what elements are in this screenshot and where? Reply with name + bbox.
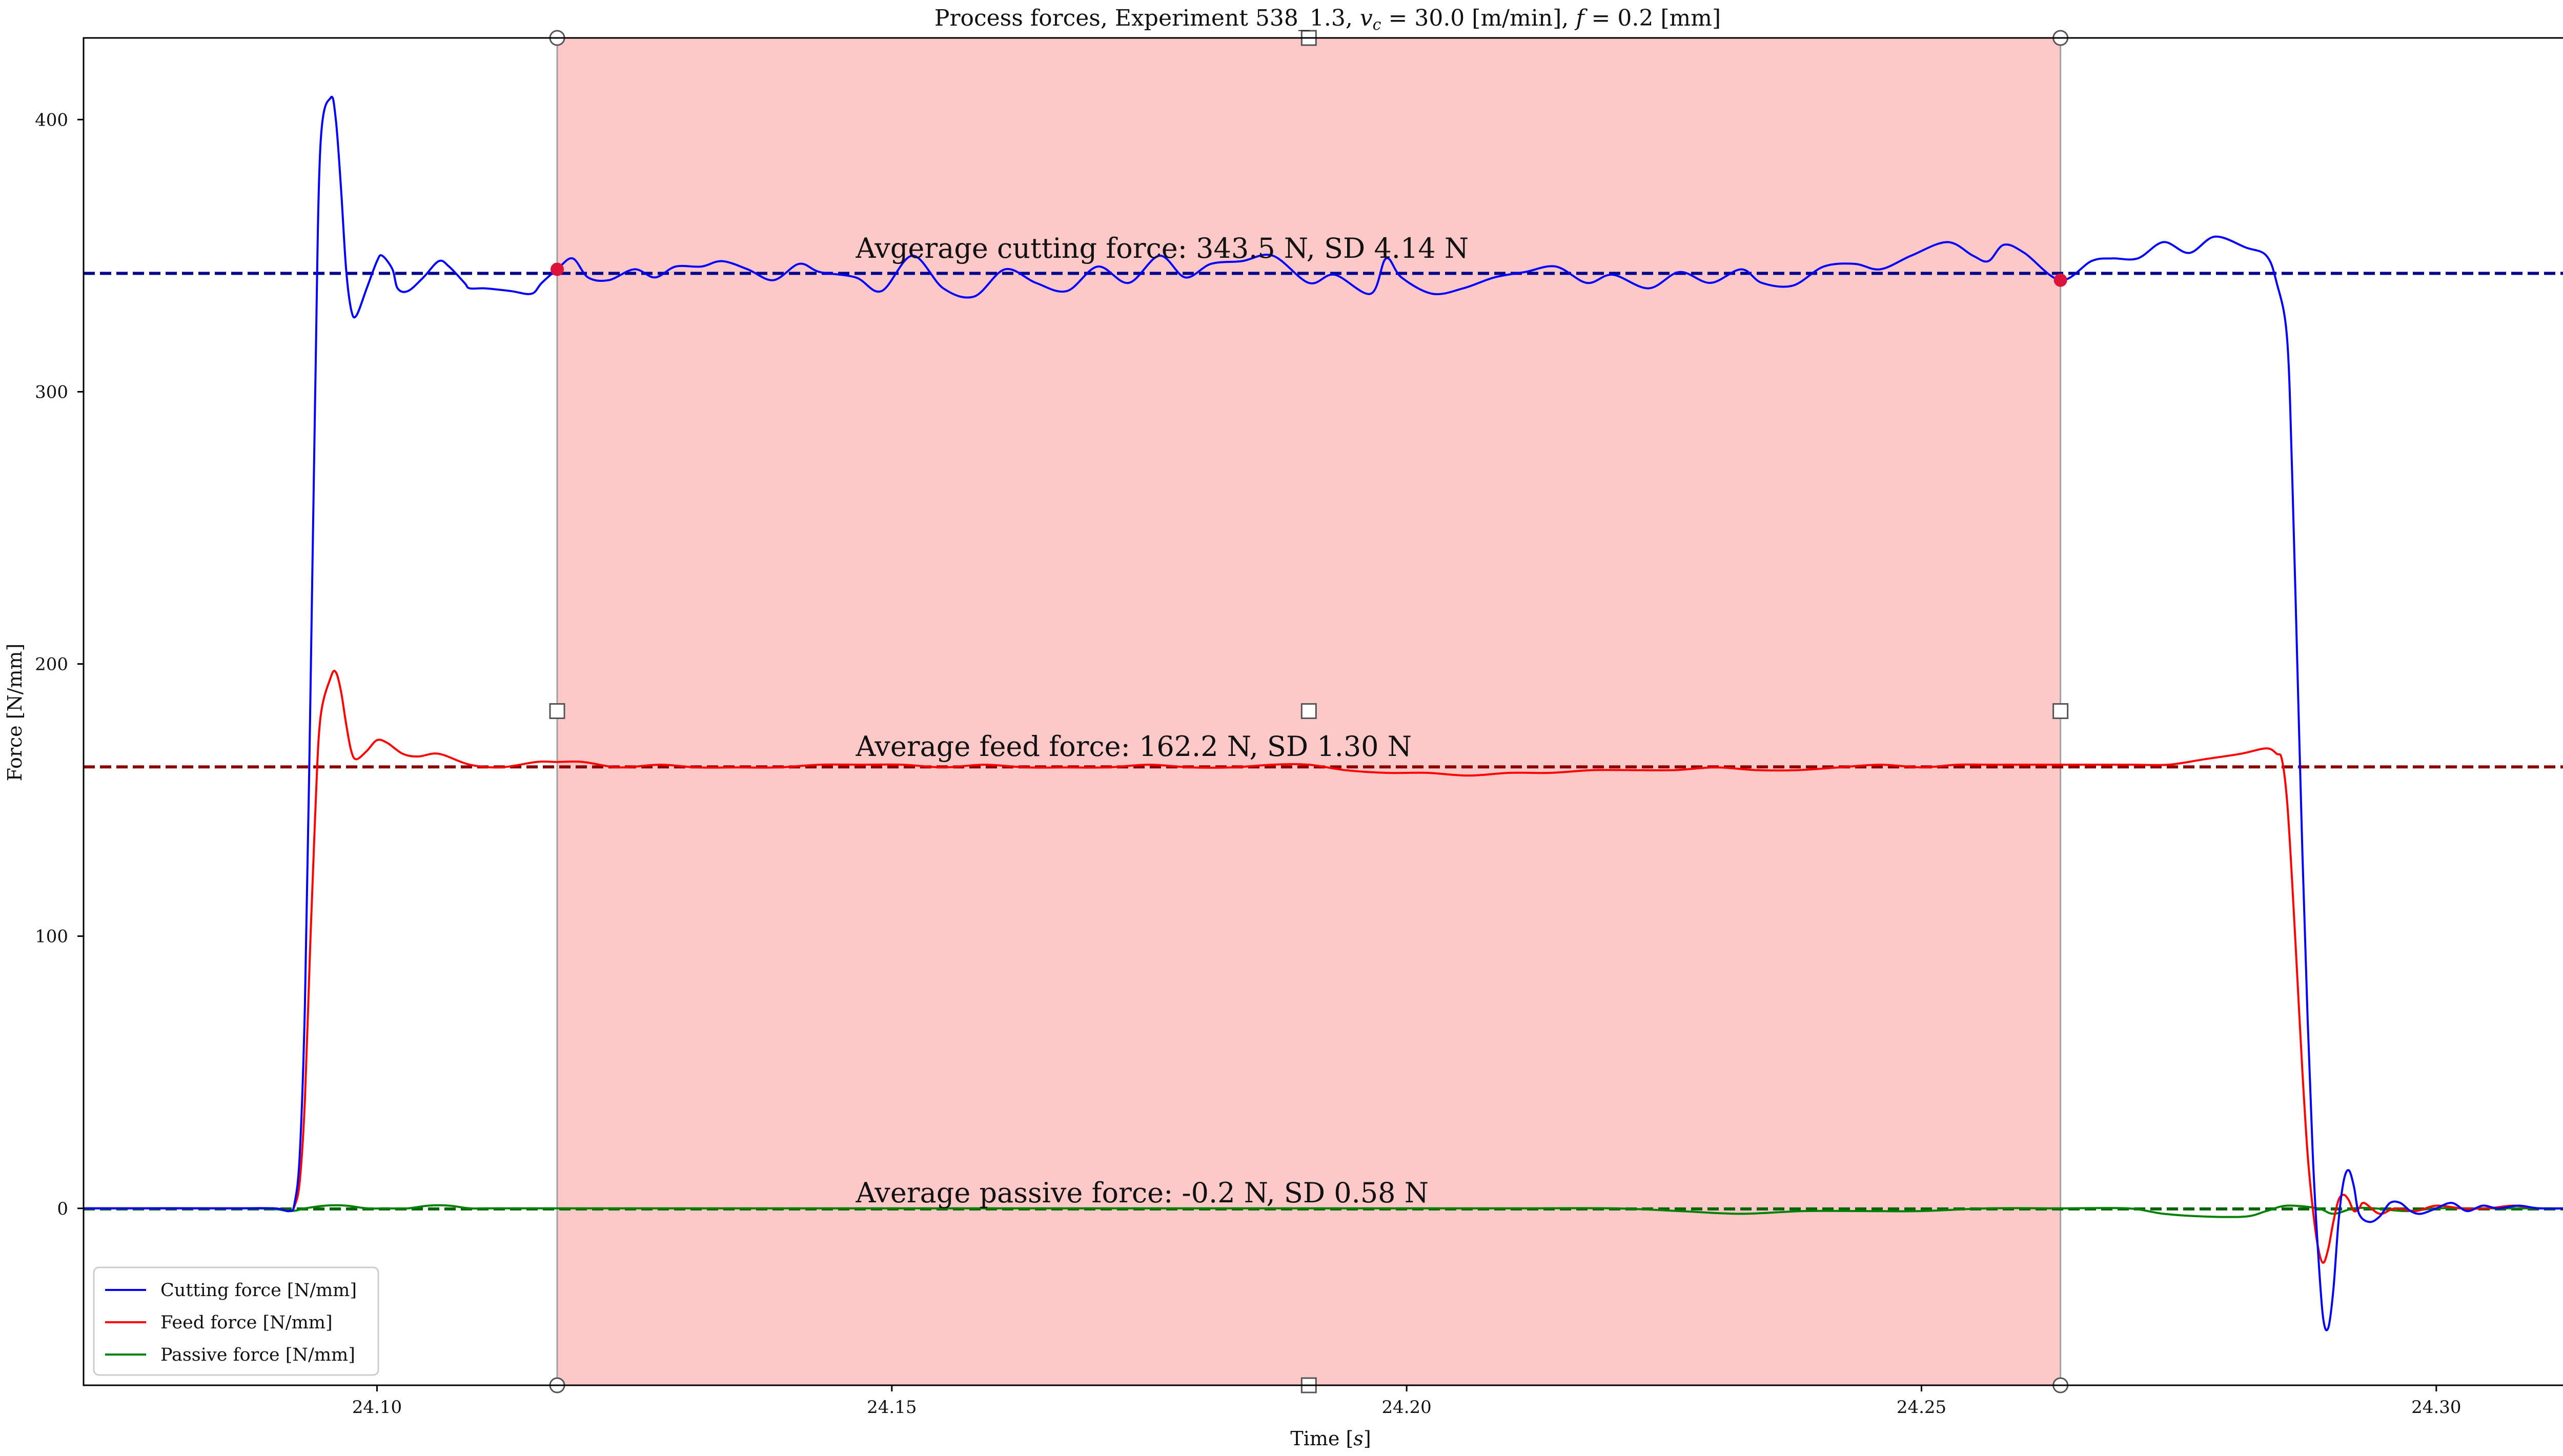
x-tick-label: 24.25	[1897, 1397, 1946, 1418]
legend-label: Passive force [N/mm]	[160, 1345, 355, 1365]
x-tick-label: 24.20	[1381, 1397, 1431, 1418]
selection-handle[interactable]	[2052, 703, 2069, 719]
y-tick-label: 300	[35, 382, 68, 402]
y-tick-label: 0	[57, 1199, 68, 1219]
x-axis-label: Time [s]	[1290, 1427, 1371, 1450]
selection-handle[interactable]	[549, 703, 565, 719]
legend-label: Feed force [N/mm]	[160, 1313, 333, 1333]
y-tick-label: 100	[35, 927, 68, 947]
series-lines	[84, 95, 2563, 1331]
y-tick-label: 400	[35, 110, 68, 130]
annotations: Avgerage cutting force: 343.5 N, SD 4.14…	[856, 232, 1469, 1209]
series-line-passive	[84, 1204, 2563, 1218]
y-axis-label: Force [N/mm]	[4, 644, 26, 782]
marker-point	[550, 262, 564, 276]
x-tick-label: 24.30	[2411, 1397, 2461, 1418]
legend-box	[93, 1266, 379, 1376]
x-tick-label: 24.10	[352, 1397, 402, 1418]
y-tick-label: 200	[35, 654, 68, 675]
axis-ticks: 24.10 24.15 24.20 24.25 24.30 0 100 200 300 400	[35, 110, 2461, 1418]
legend-label: Cutting force [N/mm]	[160, 1280, 357, 1301]
series-line-cutting	[84, 95, 2563, 1331]
marker-points	[550, 262, 2067, 287]
axes-frame	[83, 37, 2563, 1386]
selection-handle[interactable]	[1300, 703, 1317, 719]
legend: Cutting force [N/mm] Feed force [N/mm] Pas…	[93, 1266, 379, 1376]
chart-title: Process forces, Experiment 538_1.3, vc =…	[934, 5, 1721, 34]
marker-point	[2053, 273, 2067, 287]
annotation-label: Avgerage cutting force: 343.5 N, SD 4.14…	[856, 232, 1469, 264]
annotation-label: Average passive force: -0.2 N, SD 0.58 N	[856, 1177, 1429, 1209]
annotation-label: Average feed force: 162.2 N, SD 1.30 N	[856, 730, 1412, 763]
x-tick-label: 24.15	[867, 1397, 917, 1418]
